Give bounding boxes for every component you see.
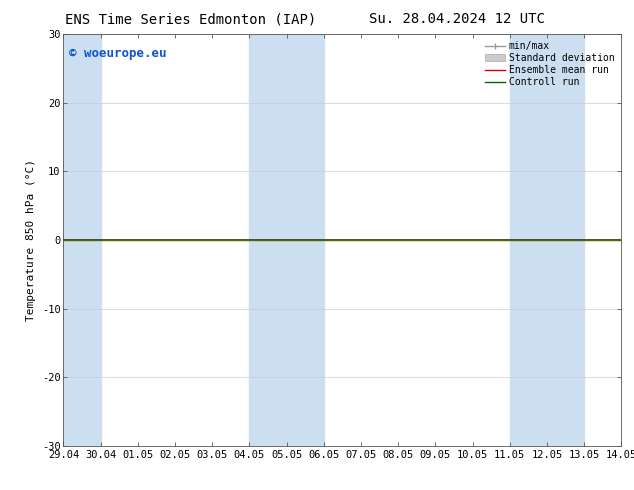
Text: © woeurope.eu: © woeurope.eu bbox=[69, 47, 167, 60]
Text: Su. 28.04.2024 12 UTC: Su. 28.04.2024 12 UTC bbox=[368, 12, 545, 26]
Legend: min/max, Standard deviation, Ensemble mean run, Controll run: min/max, Standard deviation, Ensemble me… bbox=[484, 39, 616, 89]
Bar bbox=[249, 34, 324, 446]
Bar bbox=[63, 34, 101, 446]
Text: ENS Time Series Edmonton (IAP): ENS Time Series Edmonton (IAP) bbox=[65, 12, 316, 26]
Y-axis label: Temperature 850 hPa (°C): Temperature 850 hPa (°C) bbox=[27, 159, 36, 321]
Bar bbox=[510, 34, 584, 446]
